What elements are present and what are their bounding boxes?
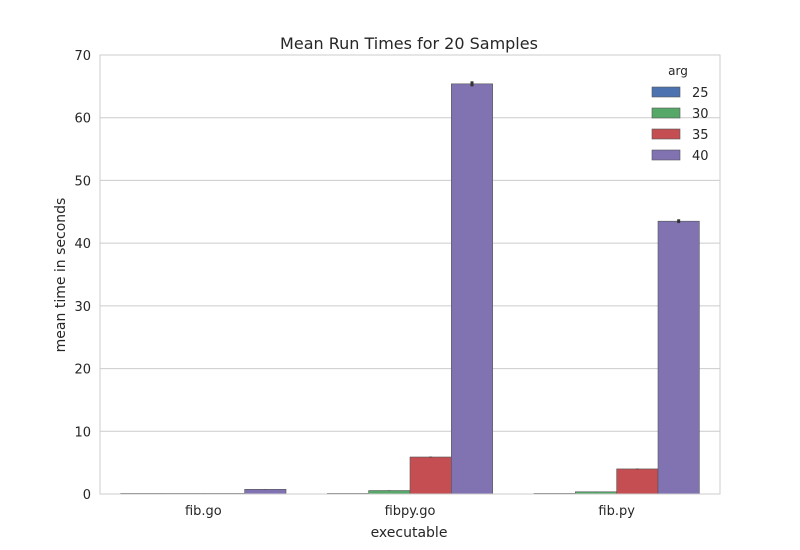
y-tick-label: 50 [74, 174, 91, 189]
legend-title: arg [668, 64, 688, 78]
legend-swatch-30 [651, 107, 681, 119]
legend-swatch-25 [651, 86, 681, 98]
bar-fib.go-40 [244, 488, 287, 495]
bar-fib.py-40 [657, 220, 700, 495]
bar-fibpy.go-40 [451, 83, 493, 495]
legend-label-25: 25 [692, 86, 709, 101]
y-tick-label: 60 [74, 112, 91, 127]
y-tick-label: 40 [74, 237, 91, 252]
x-tick-label: fib.py [598, 504, 635, 519]
axes: 0 10 20 30 40 50 60 70 fib.go fibpy.go fib.py [74, 49, 721, 519]
legend-label-35: 35 [692, 128, 709, 143]
y-tick-label: 70 [74, 49, 91, 64]
x-tick-label: fib.go [185, 504, 222, 519]
bar-fibpy.go-30 [368, 490, 411, 495]
legend-swatch-40 [651, 149, 681, 161]
y-axis-label: mean time in seconds [53, 198, 69, 353]
plot-frame [99, 54, 721, 495]
y-tick-label: 20 [74, 363, 91, 378]
bars [120, 81, 700, 495]
x-tick-label: fibpy.go [385, 504, 436, 519]
y-tick-label: 10 [74, 425, 91, 440]
legend: arg 25 30 35 40 [651, 64, 709, 164]
grid-lines [100, 54, 720, 495]
y-tick-label: 0 [83, 488, 91, 503]
x-axis-label: executable [371, 525, 448, 541]
bar-fibpy.go-35 [409, 456, 452, 495]
legend-swatch-35 [651, 128, 681, 140]
legend-label-40: 40 [692, 149, 709, 164]
chart-title: Mean Run Times for 20 Samples [280, 34, 538, 53]
bar-fib.py-35 [616, 468, 659, 495]
legend-label-30: 30 [692, 107, 709, 122]
y-tick-label: 30 [74, 300, 91, 315]
